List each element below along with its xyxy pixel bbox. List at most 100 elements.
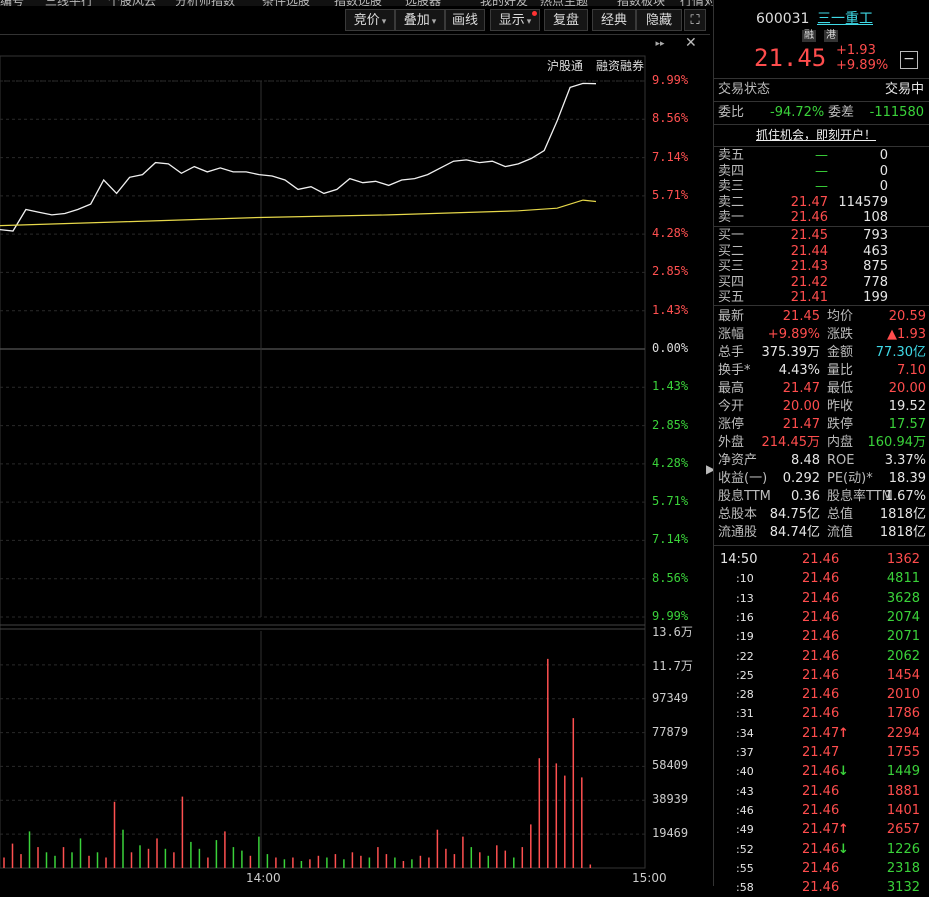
- top-menu-item[interactable]: 我的好友: [480, 0, 528, 6]
- toolbar-button[interactable]: 复盘: [544, 9, 588, 31]
- tick-volume: 2074: [886, 609, 920, 625]
- toolbar-button[interactable]: 经典: [592, 9, 636, 31]
- top-menu-item[interactable]: 热点主题: [540, 0, 588, 6]
- open-account-link[interactable]: 抓住机会，即刻开户！: [756, 128, 877, 142]
- top-menu-item[interactable]: 选股器: [405, 0, 441, 6]
- stat-label: 今开: [718, 399, 745, 414]
- fullscreen-icon[interactable]: ⛶: [684, 9, 706, 31]
- stat-row: 股息TTM 0.36 股息率TTM 1.67%: [714, 488, 929, 506]
- bid-row[interactable]: 买一 21.45 793: [714, 228, 929, 244]
- ask-row[interactable]: 卖二 21.47 114579: [714, 195, 929, 211]
- stat-value: 18.39: [888, 471, 926, 486]
- tick-volume: 2657: [886, 822, 920, 838]
- stat-row: 收益(一) 0.292 PE(动)* 18.39: [714, 470, 929, 488]
- notification-dot: [532, 11, 537, 16]
- tick-row: :28 21.46 2010: [714, 686, 929, 704]
- tick-row: :49 21.47 ↑ 2657: [714, 821, 929, 839]
- top-menu-item[interactable]: 三线平行: [45, 0, 93, 6]
- stat-value: 0.292: [782, 471, 820, 486]
- tick-volume: 1401: [886, 802, 920, 818]
- tick-price: 21.46: [802, 687, 840, 703]
- tick-price: 21.46: [802, 609, 840, 625]
- tick-row: :16 21.46 2074: [714, 609, 929, 627]
- stat-label: 量比: [827, 363, 854, 378]
- bid-row[interactable]: 买三 21.43 875: [714, 259, 929, 275]
- chevron-down-icon: ▾: [431, 17, 437, 27]
- stat-row: 今开 20.00 昨收 19.52: [714, 398, 929, 416]
- stat-label: 最新: [718, 309, 745, 324]
- tick-row: :43 21.46 1881: [714, 783, 929, 801]
- stat-row: 最新 21.45 均价 20.59: [714, 308, 929, 326]
- average-price-line: [0, 199, 597, 227]
- tick-price: 21.47: [802, 745, 840, 760]
- bid-row[interactable]: 买五 21.41 199: [714, 290, 929, 306]
- stat-label: 总股本: [718, 507, 758, 522]
- book-volume: 0: [879, 163, 888, 179]
- bid-row[interactable]: 买二 21.44 463: [714, 244, 929, 260]
- tick-time: :43: [736, 784, 754, 798]
- toolbar-button[interactable]: 隐藏 ▸▸: [636, 9, 682, 49]
- tick-time: :52: [736, 842, 754, 856]
- book-volume: 0: [879, 148, 888, 163]
- toolbar-button[interactable]: 竞价 ▾: [345, 9, 395, 31]
- tick-time: :46: [736, 803, 754, 817]
- tick-row: :10 21.46 4811: [714, 570, 929, 588]
- tick-time: :31: [736, 707, 754, 721]
- tick-time: :40: [736, 765, 754, 779]
- stat-value: 21.45: [782, 309, 820, 324]
- collapse-panel-icon[interactable]: ▶: [706, 462, 716, 476]
- tick-price: 21.46: [802, 571, 840, 587]
- top-menu-item[interactable]: 分析师指数: [175, 0, 235, 6]
- top-menu-item[interactable]: 个股风云: [108, 0, 156, 6]
- book-price: 21.42: [790, 274, 828, 290]
- top-menu-item[interactable]: 行情对比: [680, 0, 728, 6]
- tick-time: 14:50: [720, 552, 758, 567]
- tick-volume: 2071: [886, 629, 920, 645]
- toolbar-button[interactable]: 画线: [445, 9, 485, 31]
- stat-label: 外盘: [718, 435, 745, 450]
- ask-row[interactable]: 卖一 21.46 108: [714, 210, 929, 226]
- tick-price: 21.46: [802, 880, 840, 896]
- ask-row[interactable]: 卖四 — 0: [714, 164, 929, 180]
- ask-row[interactable]: 卖三 — 0: [714, 179, 929, 195]
- stat-value: 84.75亿: [769, 507, 820, 522]
- ask-row[interactable]: 卖五 — 0: [714, 148, 929, 164]
- tick-row: 14:50 21.46 1362: [714, 551, 929, 569]
- volume-axis-label: 11.7万: [652, 658, 693, 673]
- top-menu-item[interactable]: 指数选股: [334, 0, 382, 6]
- tick-volume: 4811: [886, 571, 920, 587]
- stock-name[interactable]: 三一重工: [817, 11, 873, 27]
- hgt-label[interactable]: 沪股通: [547, 59, 584, 73]
- tick-volume: 2318: [886, 860, 920, 876]
- stat-row: 流通股 84.74亿 流值 1818亿: [714, 524, 929, 542]
- rzrq-label[interactable]: 融资融券: [596, 59, 645, 73]
- book-price: 21.43: [790, 259, 828, 274]
- top-menu-item[interactable]: 编号: [0, 0, 24, 6]
- top-menu-item[interactable]: 指数板块: [617, 0, 665, 6]
- status-label: 交易状态: [718, 82, 771, 97]
- tick-time: :10: [736, 572, 754, 586]
- tick-row: :40 21.46 ↓ 1449: [714, 763, 929, 781]
- tick-row: :58 21.46 3132: [714, 879, 929, 897]
- stat-value: ▲1.93: [887, 327, 926, 342]
- toolbar-button-label: 竞价: [353, 13, 380, 28]
- toolbar-button[interactable]: 叠加 ▾: [395, 9, 445, 31]
- weibi-value: -94.72%: [770, 105, 825, 120]
- stat-label: 涨跌: [827, 327, 854, 342]
- stat-value: 8.48: [791, 453, 820, 468]
- top-menu-item[interactable]: 条件选股: [262, 0, 310, 6]
- stat-row: 总手 375.39万 金额 77.30亿: [714, 344, 929, 362]
- tick-row: :46 21.46 1401: [714, 802, 929, 820]
- minus-button[interactable]: −: [900, 51, 918, 69]
- stat-value: 3.37%: [884, 453, 926, 468]
- tick-volume: 1449: [886, 764, 920, 780]
- stat-label: 流值: [827, 525, 854, 540]
- stat-label: 跌停: [827, 417, 854, 432]
- toolbar-button[interactable]: 显示 ▾: [490, 9, 540, 31]
- bid-row[interactable]: 买四 21.42 778: [714, 275, 929, 291]
- stat-value: 214.45万: [761, 435, 821, 450]
- weibi-label: 委比: [718, 105, 745, 120]
- stock-code: 600031: [756, 11, 810, 27]
- close-icon[interactable]: ✕: [685, 35, 697, 51]
- book-price: 21.44: [790, 243, 828, 259]
